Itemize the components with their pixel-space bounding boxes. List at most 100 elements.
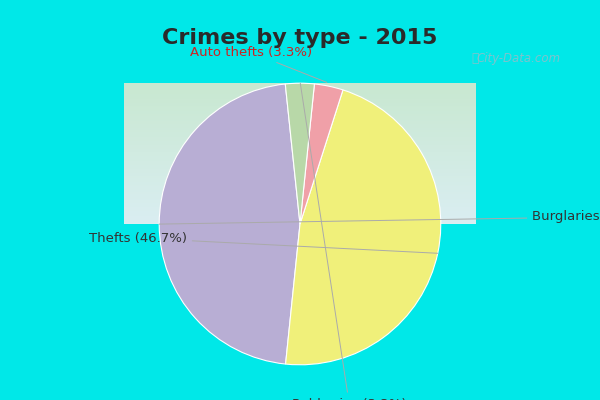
Bar bbox=[124, 130, 476, 131]
Bar bbox=[124, 117, 476, 118]
Bar bbox=[124, 83, 476, 85]
Bar bbox=[124, 106, 476, 107]
Bar bbox=[124, 186, 476, 187]
Wedge shape bbox=[285, 83, 314, 224]
Bar bbox=[124, 189, 476, 190]
Bar bbox=[124, 172, 476, 173]
Bar bbox=[124, 89, 476, 90]
Bar bbox=[124, 138, 476, 140]
Bar bbox=[124, 204, 476, 206]
Wedge shape bbox=[159, 84, 300, 364]
Bar bbox=[124, 213, 476, 214]
Bar bbox=[124, 102, 476, 103]
Bar bbox=[124, 216, 476, 217]
Bar bbox=[124, 222, 476, 224]
Bar bbox=[124, 158, 476, 159]
Bar bbox=[124, 151, 476, 152]
Bar bbox=[124, 199, 476, 200]
Bar bbox=[124, 214, 476, 216]
Bar bbox=[124, 92, 476, 93]
Bar bbox=[124, 183, 476, 184]
Bar bbox=[124, 146, 476, 148]
Text: Thefts (46.7%): Thefts (46.7%) bbox=[89, 232, 438, 253]
Text: Crimes by type - 2015: Crimes by type - 2015 bbox=[163, 28, 437, 48]
Bar bbox=[124, 197, 476, 199]
Bar bbox=[124, 169, 476, 170]
Bar bbox=[124, 220, 476, 221]
Bar bbox=[124, 142, 476, 144]
Wedge shape bbox=[286, 90, 441, 365]
Bar bbox=[124, 128, 476, 130]
Bar bbox=[124, 218, 476, 220]
Bar bbox=[124, 140, 476, 141]
Bar bbox=[124, 131, 476, 132]
Bar bbox=[124, 97, 476, 99]
Bar bbox=[124, 187, 476, 189]
Bar bbox=[124, 124, 476, 126]
Bar bbox=[124, 103, 476, 104]
Bar bbox=[124, 203, 476, 204]
Bar bbox=[124, 94, 476, 96]
Bar bbox=[124, 207, 476, 208]
Bar bbox=[124, 148, 476, 149]
Bar bbox=[124, 99, 476, 100]
Bar bbox=[124, 190, 476, 192]
Bar bbox=[124, 164, 476, 165]
Bar bbox=[124, 88, 476, 89]
Bar bbox=[124, 182, 476, 183]
Bar bbox=[124, 210, 476, 211]
Bar bbox=[124, 152, 476, 154]
Bar bbox=[124, 116, 476, 117]
Bar bbox=[124, 100, 476, 102]
Text: City-Data.com: City-Data.com bbox=[476, 52, 560, 65]
Bar bbox=[124, 217, 476, 218]
Bar bbox=[124, 173, 476, 175]
Bar bbox=[124, 90, 476, 92]
Bar bbox=[124, 161, 476, 162]
Bar bbox=[124, 168, 476, 169]
Bar bbox=[124, 176, 476, 178]
Bar bbox=[124, 110, 476, 111]
Bar bbox=[124, 141, 476, 142]
Bar bbox=[124, 132, 476, 134]
Bar bbox=[124, 170, 476, 172]
Bar bbox=[124, 180, 476, 182]
Text: ⓘ: ⓘ bbox=[472, 52, 479, 65]
Bar bbox=[124, 85, 476, 86]
Bar bbox=[124, 166, 476, 168]
Bar bbox=[124, 121, 476, 123]
Bar bbox=[124, 114, 476, 116]
Bar bbox=[124, 178, 476, 179]
Bar bbox=[124, 175, 476, 176]
Bar bbox=[124, 165, 476, 166]
Bar bbox=[124, 179, 476, 180]
Text: Auto thefts (3.3%): Auto thefts (3.3%) bbox=[190, 46, 327, 82]
Bar bbox=[124, 194, 476, 196]
Bar bbox=[124, 208, 476, 210]
Bar bbox=[124, 184, 476, 186]
Bar bbox=[124, 145, 476, 146]
Bar bbox=[124, 137, 476, 138]
Bar bbox=[124, 118, 476, 120]
Bar bbox=[124, 96, 476, 97]
Bar bbox=[124, 196, 476, 197]
Bar bbox=[124, 126, 476, 127]
Bar bbox=[124, 135, 476, 137]
Wedge shape bbox=[300, 84, 343, 224]
Bar bbox=[124, 113, 476, 114]
Text: Burglaries (46.7%): Burglaries (46.7%) bbox=[159, 210, 600, 224]
Bar bbox=[124, 86, 476, 88]
Bar bbox=[124, 123, 476, 124]
Bar bbox=[124, 211, 476, 213]
Bar bbox=[124, 192, 476, 193]
Bar bbox=[124, 93, 476, 94]
Bar bbox=[124, 200, 476, 202]
Bar bbox=[124, 104, 476, 106]
Bar bbox=[124, 107, 476, 108]
Bar bbox=[124, 127, 476, 128]
Text: Robberies (3.3%): Robberies (3.3%) bbox=[292, 83, 407, 400]
Bar bbox=[124, 144, 476, 145]
Bar bbox=[124, 154, 476, 155]
Bar bbox=[124, 206, 476, 207]
Bar bbox=[124, 202, 476, 203]
